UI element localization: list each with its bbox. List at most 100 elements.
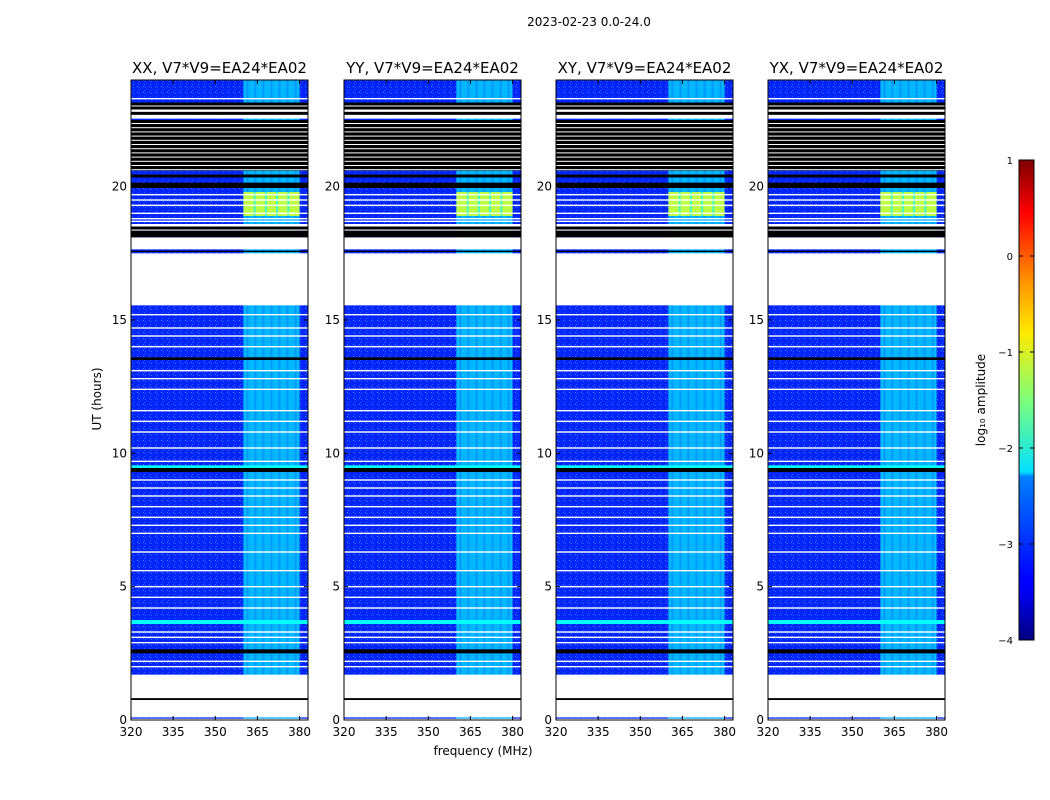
black-band-gap bbox=[768, 123, 945, 124]
black-band-gap bbox=[556, 135, 733, 137]
flagged-range bbox=[556, 674, 733, 718]
rfi-stripe bbox=[491, 80, 494, 720]
flag-line bbox=[768, 631, 945, 633]
cyan-band bbox=[344, 620, 521, 624]
y-tick-label: 10 bbox=[112, 446, 127, 460]
black-line bbox=[131, 174, 308, 178]
flag-line bbox=[768, 369, 945, 372]
rfi-block bbox=[880, 192, 937, 216]
black-band-gap bbox=[344, 131, 521, 133]
rfi-block bbox=[243, 192, 300, 216]
rfi-stripe bbox=[294, 80, 297, 720]
flag-line bbox=[768, 585, 945, 588]
flag-line bbox=[556, 495, 733, 497]
y-tick-label: 20 bbox=[325, 180, 340, 194]
flag-line bbox=[556, 212, 733, 215]
flag-line bbox=[344, 596, 521, 599]
rfi-block-gap bbox=[500, 192, 503, 216]
y-tick-label: 5 bbox=[332, 580, 340, 594]
panel-yy: YY, V7*V9=EA24*EA02 320 335 350 365 380 0 5 10 15… bbox=[325, 59, 524, 739]
black-band bbox=[556, 230, 733, 238]
flag-line bbox=[131, 388, 308, 391]
flag-line bbox=[131, 220, 308, 223]
black-band-gap bbox=[556, 160, 733, 162]
cyan-band bbox=[131, 465, 308, 468]
flag-line bbox=[344, 487, 521, 489]
black-band-gap bbox=[344, 152, 521, 154]
black-band-gap bbox=[768, 135, 945, 137]
flag-line bbox=[344, 199, 521, 201]
rfi-block-gap bbox=[489, 192, 492, 216]
rfi-stripe bbox=[286, 80, 289, 720]
flag-line bbox=[344, 345, 521, 348]
rfi-stripe bbox=[278, 80, 281, 720]
black-band bbox=[344, 120, 521, 171]
flag-line bbox=[131, 660, 308, 663]
y-tick-label: 15 bbox=[537, 313, 552, 327]
rfi-stripe bbox=[695, 80, 698, 720]
flag-line bbox=[344, 569, 521, 572]
rfi-stripe bbox=[507, 80, 510, 720]
rfi-stripe bbox=[679, 80, 682, 720]
x-tick-label: 335 bbox=[162, 725, 185, 739]
colorbar-tick-label: −4 bbox=[998, 636, 1013, 647]
black-line bbox=[131, 226, 308, 230]
flag-line bbox=[768, 313, 945, 316]
flag-line bbox=[344, 551, 521, 553]
flag-line bbox=[344, 420, 521, 423]
rfi-stripe bbox=[899, 80, 902, 720]
flag-line bbox=[131, 204, 308, 207]
rfi-block-gap bbox=[913, 192, 916, 216]
rfi-block-gap bbox=[276, 192, 279, 216]
flag-line bbox=[768, 199, 945, 201]
flag-line bbox=[131, 460, 308, 463]
flag-line bbox=[131, 585, 308, 588]
rfi-stripe bbox=[719, 80, 722, 720]
flag-line bbox=[556, 313, 733, 316]
flag-line bbox=[344, 636, 521, 639]
cyan-band bbox=[131, 620, 308, 624]
panel-yx: YX, V7*V9=EA24*EA02 320 335 350 365 380 0 5 10 15… bbox=[749, 59, 948, 739]
flag-line bbox=[556, 447, 733, 449]
black-band bbox=[131, 120, 308, 171]
rfi-stripe bbox=[499, 80, 502, 720]
flagged-range bbox=[131, 718, 308, 720]
black-band bbox=[344, 357, 521, 360]
black-line bbox=[344, 174, 521, 178]
black-line bbox=[131, 106, 308, 110]
rfi-block-gap bbox=[253, 192, 256, 216]
flag-line bbox=[556, 369, 733, 372]
rfi-stripe bbox=[883, 80, 886, 720]
flag-line bbox=[768, 569, 945, 572]
flag-line bbox=[556, 665, 733, 668]
black-band-gap bbox=[556, 144, 733, 145]
flag-line bbox=[768, 377, 945, 380]
rfi-block-gap bbox=[701, 192, 704, 216]
y-tick-label: 5 bbox=[544, 580, 552, 594]
colorbar-tick-label: −1 bbox=[998, 348, 1013, 359]
rfi-stripe bbox=[931, 80, 934, 720]
black-band-gap bbox=[344, 139, 521, 141]
cyan-band bbox=[556, 620, 733, 624]
flag-line bbox=[131, 447, 308, 449]
flag-line bbox=[131, 631, 308, 633]
black-line bbox=[768, 102, 945, 106]
flag-line bbox=[131, 193, 308, 196]
flagged-range bbox=[768, 674, 945, 718]
black-band-gap bbox=[768, 144, 945, 145]
flag-line bbox=[768, 551, 945, 553]
flag-line bbox=[768, 193, 945, 196]
panel-title: XY, V7*V9=EA24*EA02 bbox=[558, 59, 732, 77]
flag-line bbox=[768, 516, 945, 519]
flag-line bbox=[344, 495, 521, 497]
rfi-stripe bbox=[467, 80, 470, 720]
panel-title: XX, V7*V9=EA24*EA02 bbox=[132, 59, 307, 77]
colorbar-tick-label: −3 bbox=[998, 540, 1013, 551]
flag-line bbox=[556, 585, 733, 588]
flag-line bbox=[556, 193, 733, 196]
black-band-gap bbox=[131, 148, 308, 150]
flag-line bbox=[131, 569, 308, 572]
flag-line bbox=[556, 524, 733, 527]
flag-line bbox=[344, 97, 521, 100]
black-band bbox=[556, 250, 733, 252]
